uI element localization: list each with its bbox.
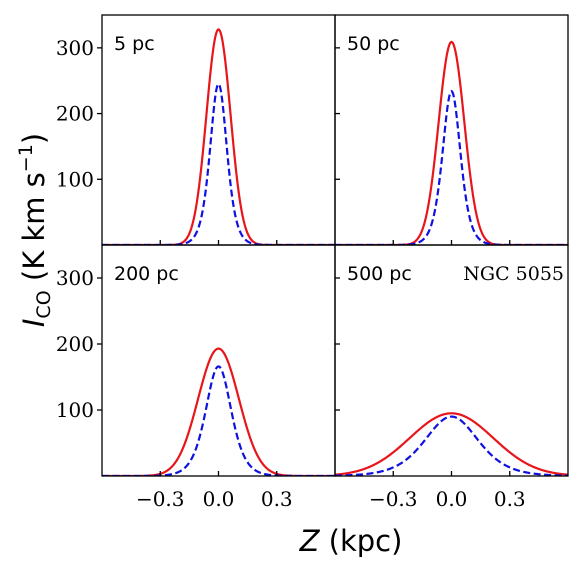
y-tick-label: 100 <box>56 398 94 422</box>
y-axis-label: ICO (K km s−1) <box>15 133 55 327</box>
y-tick-label: 200 <box>56 332 94 356</box>
panel-2: 50 pc <box>334 14 569 246</box>
x-tick-label: 0.0 <box>436 487 468 511</box>
panel-label: 50 pc <box>347 33 400 55</box>
solid-series-line <box>335 412 568 476</box>
x-tick-label: 0.3 <box>261 487 293 511</box>
panel-label: 500 pc <box>347 263 412 285</box>
panel-note: NGC 5055 <box>463 263 564 285</box>
x-tick-label: −0.3 <box>369 487 418 511</box>
dashed-series-line <box>102 365 335 476</box>
x-tick-label: 0.0 <box>203 487 235 511</box>
panel-4: −0.3 0.0 0.3 500 pc NGC 5055 <box>334 244 569 511</box>
y-tick-label: 100 <box>56 167 94 191</box>
y-tick-label: 300 <box>56 36 94 60</box>
solid-series-line <box>102 28 335 245</box>
panel-label: 200 pc <box>114 263 179 285</box>
y-tick-label: 200 <box>56 102 94 126</box>
x-tick-label: 0.3 <box>494 487 526 511</box>
panel-1: 100 200 300 5 pc <box>56 14 336 246</box>
solid-series-line <box>335 40 568 245</box>
dashed-series-line <box>102 82 335 245</box>
x-axis-label: Z (kpc) <box>299 524 403 558</box>
panel-3: −0.3 0.0 0.3 100 200 300 200 pc <box>56 244 336 511</box>
x-tick-label: −0.3 <box>136 487 185 511</box>
dashed-series-line <box>335 89 568 245</box>
y-tick-label: 300 <box>56 266 94 290</box>
panel-label: 5 pc <box>114 33 155 55</box>
panel-grid: 100 200 300 5 pc 50 pc −0.3 0.0 0.3 100 200 300 200… <box>56 14 569 511</box>
solid-series-line <box>102 347 335 476</box>
dashed-series-line <box>335 415 568 476</box>
